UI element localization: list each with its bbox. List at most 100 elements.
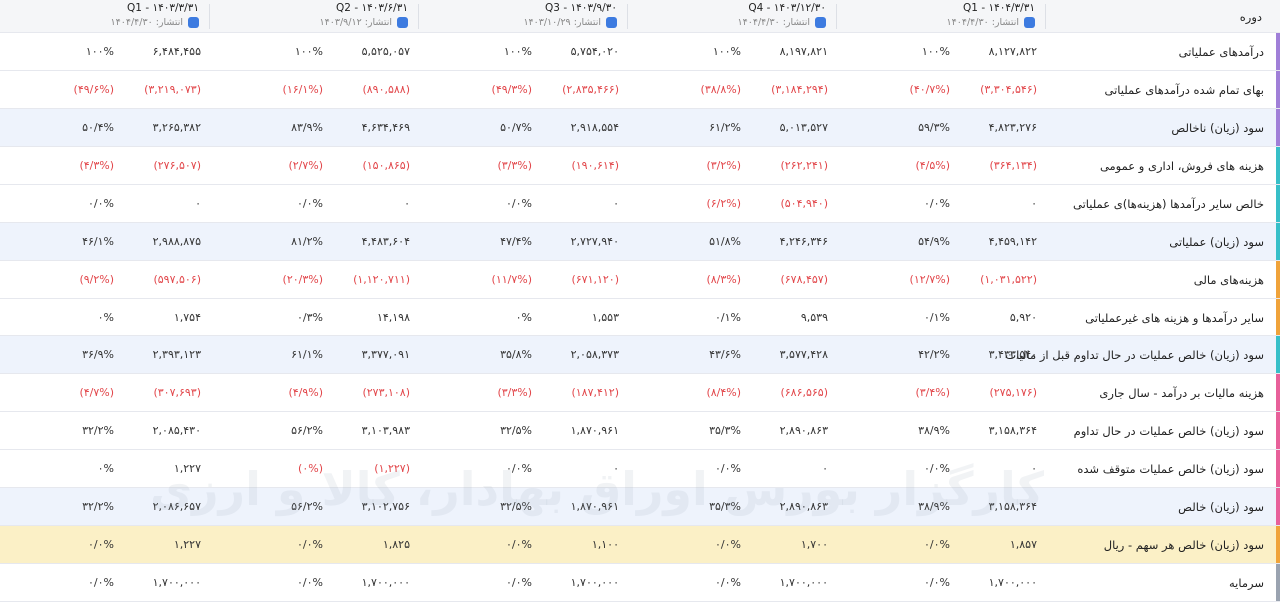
row-label: سود (زیان) خالص هر سهم - ریال: [1103, 538, 1264, 553]
percent: ۵۰/۷%: [500, 120, 532, 134]
percent: ۰/۰%: [297, 576, 323, 590]
percent: ۸۳/۹%: [291, 120, 323, 134]
divider: [209, 4, 210, 29]
row-strip: [1276, 488, 1280, 526]
percent: ۰/۰%: [506, 196, 532, 210]
amount: ۱,۲۲۷: [173, 538, 201, 552]
period-published: انتشار: ۱۴۰۳/۱۰/۲۹: [523, 17, 601, 28]
percent: (۴/۹%): [288, 386, 323, 400]
row-strip: [1276, 298, 1280, 336]
divider: [1045, 4, 1046, 29]
amount: (۳۰۷,۶۹۳): [153, 386, 201, 400]
row-label: سود (زیان) عملیاتی: [1169, 234, 1264, 249]
amount: ۱,۷۰۰,۰۰۰: [361, 576, 410, 590]
table-row: سود (زیان) خالص عملیات در حال تداوم قبل …: [0, 336, 1280, 375]
percent: ۳۲/۲%: [82, 424, 114, 438]
amount: ۲,۰۸۵,۴۳۰: [152, 424, 201, 438]
table-row: سرمایه ۱,۷۰۰,۰۰۰ ۰/۰% ۱,۷۰۰,۰۰۰ ۰/۰% ۱,۷۰۰,۰۰…: [0, 564, 1280, 602]
row-strip: [1276, 33, 1280, 70]
percent: ۳۵/۳%: [709, 424, 741, 438]
amount: ۴,۴۸۳,۶۰۴: [361, 234, 410, 248]
percent: (۱۱/۷%): [491, 272, 532, 286]
percent: ۱۰۰%: [294, 45, 323, 58]
divider: [418, 4, 419, 29]
amount: (۱,۲۲۷): [374, 462, 410, 476]
row-strip: [1276, 526, 1280, 563]
table-row: بهای تمام شده درآمدهای عملیاتی (۳,۳۰۴,۵۴۶…: [0, 70, 1280, 109]
row-strip: [1276, 336, 1280, 374]
amount: ۵,۷۵۴,۰۲۰: [570, 45, 619, 58]
percent: ۱۰۰%: [503, 45, 532, 58]
percent: ۳۵/۳%: [709, 500, 741, 514]
percent: ۳۲/۵%: [500, 500, 532, 514]
amount: ۲,۰۵۸,۳۷۳: [570, 348, 619, 362]
percent: (۱۲/۷%): [909, 272, 950, 286]
percent: ۰/۱%: [924, 310, 950, 324]
amount: ۰: [1031, 196, 1037, 210]
row-label: سایر درآمدها و هزینه های غیرعملیاتی: [1085, 310, 1264, 325]
percent: (۳/۳%): [497, 386, 532, 400]
row-label: سود (زیان) خالص: [1178, 500, 1264, 515]
percent: ۰/۰%: [506, 576, 532, 590]
row-strip: [1276, 184, 1280, 222]
amount: ۱,۵۵۳: [591, 310, 619, 324]
period-title: Q3 - ۱۴۰۳/۹/۳۰: [545, 2, 617, 14]
percent: (۴۹/۶%): [73, 82, 114, 96]
percent: (۴۰/۷%): [909, 82, 950, 96]
amount: ۳,۱۰۲,۷۵۶: [361, 500, 410, 514]
amount: ۳,۵۷۷,۴۲۸: [779, 348, 828, 362]
amount: (۱,۱۲۰,۷۱۱): [353, 272, 410, 286]
amount: ۲,۹۱۸,۵۵۴: [570, 120, 619, 134]
amount: ۹,۵۳۹: [800, 310, 828, 324]
amount: ۱,۷۰۰,۰۰۰: [779, 576, 828, 590]
percent: ۰/۰%: [715, 538, 741, 552]
percent: (۴/۳%): [79, 158, 114, 172]
percent: ۵۹/۳%: [918, 120, 950, 134]
amount: (۵۹۷,۵۰۶): [153, 272, 201, 286]
percent: ۰/۰%: [924, 196, 950, 210]
percent: ۰/۰%: [297, 196, 323, 210]
amount: ۲,۹۸۸,۸۷۵: [152, 234, 201, 248]
amount: (۲۷۳,۱۰۸): [362, 386, 410, 400]
amount: ۰: [195, 196, 201, 210]
amount: ۳,۱۵۸,۳۶۴: [988, 500, 1037, 514]
amount: ۱۴,۱۹۸: [376, 310, 410, 324]
percent: ۰%: [97, 462, 114, 476]
row-strip: [1276, 70, 1280, 108]
amount: ۳,۱۵۸,۳۶۴: [988, 424, 1037, 438]
period-title: Q1 - ۱۴۰۳/۳/۳۱: [127, 2, 199, 14]
percent: (۳/۳%): [497, 158, 532, 172]
percent: ۰/۰%: [924, 538, 950, 552]
percent: ۵۴/۹%: [918, 234, 950, 248]
amount: (۱۹۰,۶۱۴): [571, 158, 619, 172]
percent: ۰%: [515, 310, 532, 324]
published-icon: [188, 17, 199, 28]
amount: ۱,۷۰۰,۰۰۰: [988, 576, 1037, 590]
published-icon: [606, 17, 617, 28]
percent: ۳۸/۹%: [918, 424, 950, 438]
percent: ۰/۰%: [924, 576, 950, 590]
percent: ۳۸/۹%: [918, 500, 950, 514]
divider: [627, 4, 628, 29]
percent: (۰%): [298, 462, 323, 476]
percent: ۰/۰%: [715, 462, 741, 476]
percent: (۸/۴%): [706, 386, 741, 400]
percent: ۱۰۰%: [712, 45, 741, 58]
percent: ۵۶/۲%: [291, 424, 323, 438]
table-row: سود (زیان) خالص عملیات متوقف شده ۰ ۰/۰% ۰ ۰/…: [0, 450, 1280, 489]
amount: ۳,۳۷۷,۰۹۱: [361, 348, 410, 362]
amount: ۱,۲۲۷: [173, 462, 201, 476]
percent: ۰%: [97, 310, 114, 324]
period-title: Q4 - ۱۴۰۳/۱۲/۳۰: [748, 2, 826, 14]
amount: (۵۰۴,۹۴۰): [780, 196, 828, 210]
amount: (۳,۱۸۴,۲۹۴): [771, 82, 828, 96]
row-strip: [1276, 222, 1280, 260]
amount: ۶,۴۸۴,۴۵۵: [152, 45, 201, 58]
percent: ۴۲/۲%: [918, 348, 950, 362]
amount: ۴,۸۲۳,۲۷۶: [988, 120, 1037, 134]
row-label: سود (زیان) خالص عملیات در حال تداوم قبل …: [1005, 348, 1264, 363]
amount: ۰: [822, 462, 828, 476]
percent: (۲۰/۳%): [282, 272, 323, 286]
amount: (۳,۲۱۹,۰۷۳): [144, 82, 201, 96]
amount: (۸۹۰,۵۸۸): [362, 82, 410, 96]
